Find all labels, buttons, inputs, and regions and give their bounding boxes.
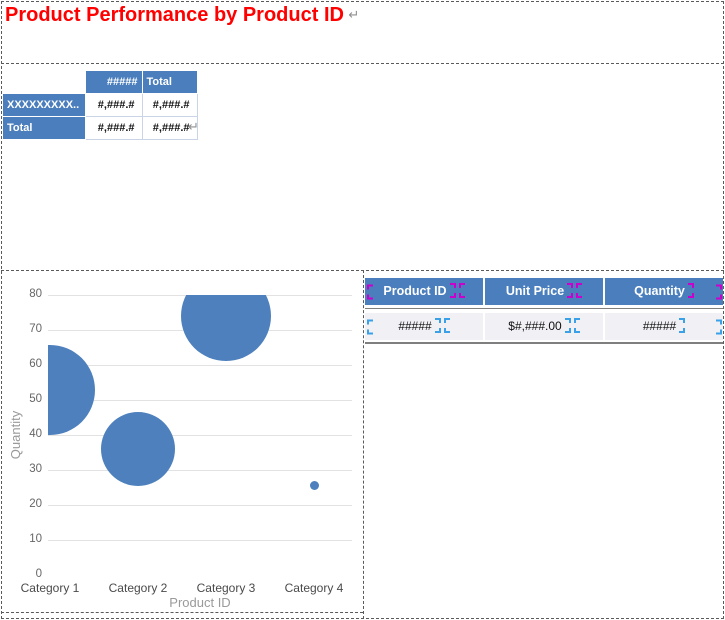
- gridline: [48, 399, 352, 401]
- field-open-marker-icon: [367, 284, 373, 299]
- y-axis-title: Quantity: [8, 410, 23, 460]
- pivot-value-cell[interactable]: #,###.#: [141, 93, 198, 117]
- x-axis-category-label: Category 4: [284, 581, 344, 595]
- field-unit-price[interactable]: $#,###.00: [485, 313, 603, 340]
- pivot-row-header-total[interactable]: Total: [2, 116, 86, 140]
- column-header-unit-price[interactable]: Unit Price: [485, 278, 603, 305]
- field-close-marker-icon: [687, 283, 694, 298]
- field-close-marker-icon: [679, 318, 686, 333]
- field-open-marker-icon: [367, 319, 373, 334]
- field-product-id[interactable]: #####: [365, 313, 483, 340]
- field-open-marker-icon: [576, 283, 583, 298]
- y-axis-tick-label: 20: [29, 498, 42, 510]
- x-axis-category-label: Category 2: [108, 581, 168, 595]
- y-axis-tick-label: 30: [29, 463, 42, 475]
- field-close-marker-icon: [716, 319, 722, 334]
- data-table-header-row: Product ID Unit Price Quantity: [365, 278, 723, 305]
- bubble-chart[interactable]: 0 10 20 30 40 50 60 70 80 Category 1 Category 2 Ca…: [2, 272, 362, 618]
- paragraph-mark: ↵: [188, 119, 199, 134]
- y-axis-tick-label: 50: [29, 393, 42, 405]
- header-section-boundary: [1, 63, 724, 64]
- pivot-column-header-field[interactable]: #####: [84, 70, 143, 94]
- chart-plot-area: [48, 295, 352, 575]
- table-rule: [365, 308, 723, 309]
- gridline: [48, 434, 352, 436]
- x-axis-category-label: Category 1: [20, 581, 80, 595]
- table-rule-bottom: [365, 342, 723, 344]
- pivot-data-row: XXXXXXXXX.. #,###.# #,###.#: [2, 93, 198, 117]
- pivot-column-header-total[interactable]: Total: [141, 70, 198, 94]
- pivot-table[interactable]: ##### Total XXXXXXXXX.. #,###.# #,###.# …: [2, 70, 198, 140]
- data-table-placeholder-row: ##### $#,###.00 #####: [365, 313, 723, 340]
- chart-bubble: [309, 481, 319, 491]
- y-axis-tick-label: 0: [35, 568, 42, 580]
- y-axis-tick-label: 10: [29, 533, 42, 545]
- chart-bubble: [181, 295, 271, 361]
- report-title[interactable]: Product Performance by Product ID: [5, 4, 344, 26]
- y-axis-tick-label: 80: [29, 288, 42, 300]
- gridline: [48, 364, 352, 366]
- pivot-value-cell[interactable]: #,###.#: [84, 116, 143, 140]
- title-block: Product Performance by Product ID ↵: [5, 4, 359, 27]
- x-axis-title: Product ID: [169, 595, 231, 610]
- y-axis-tick-label: 40: [29, 428, 42, 440]
- pivot-header-row: ##### Total: [3, 70, 198, 94]
- gridline: [48, 504, 352, 506]
- pivot-value-cell[interactable]: #,###.#: [84, 93, 143, 117]
- pivot-value-cell[interactable]: #,###.#: [141, 116, 198, 140]
- column-header-quantity[interactable]: Quantity: [605, 278, 723, 305]
- field-close-marker-icon: [564, 318, 571, 333]
- chart-bubble: [48, 344, 95, 435]
- gridline: [48, 574, 352, 575]
- y-axis-tick-label: 60: [29, 358, 42, 370]
- field-open-marker-icon: [458, 283, 465, 298]
- pivot-corner-cell: [3, 71, 86, 94]
- field-close-marker-icon: [716, 284, 722, 299]
- field-close-marker-icon: [434, 318, 441, 333]
- field-open-marker-icon: [573, 318, 580, 333]
- chart-bubble: [101, 412, 175, 486]
- pivot-total-row: Total #,###.# #,###.#: [2, 116, 198, 140]
- y-axis-tick-label: 70: [29, 323, 42, 335]
- field-close-marker-icon: [449, 283, 456, 298]
- pivot-row-header-field[interactable]: XXXXXXXXX..: [2, 93, 86, 117]
- x-axis-category-label: Category 3: [196, 581, 256, 595]
- gridline: [48, 469, 352, 471]
- field-quantity[interactable]: #####: [605, 313, 723, 340]
- gridline: [48, 539, 352, 541]
- field-close-marker-icon: [567, 283, 574, 298]
- column-header-product-id[interactable]: Product ID: [365, 278, 483, 305]
- column-divider-boundary: [363, 270, 364, 619]
- field-open-marker-icon: [443, 318, 450, 333]
- body-section-boundary: [1, 270, 724, 271]
- data-table[interactable]: Product ID Unit Price Quantity ##### $#,…: [365, 278, 723, 344]
- paragraph-mark: ↵: [348, 7, 360, 22]
